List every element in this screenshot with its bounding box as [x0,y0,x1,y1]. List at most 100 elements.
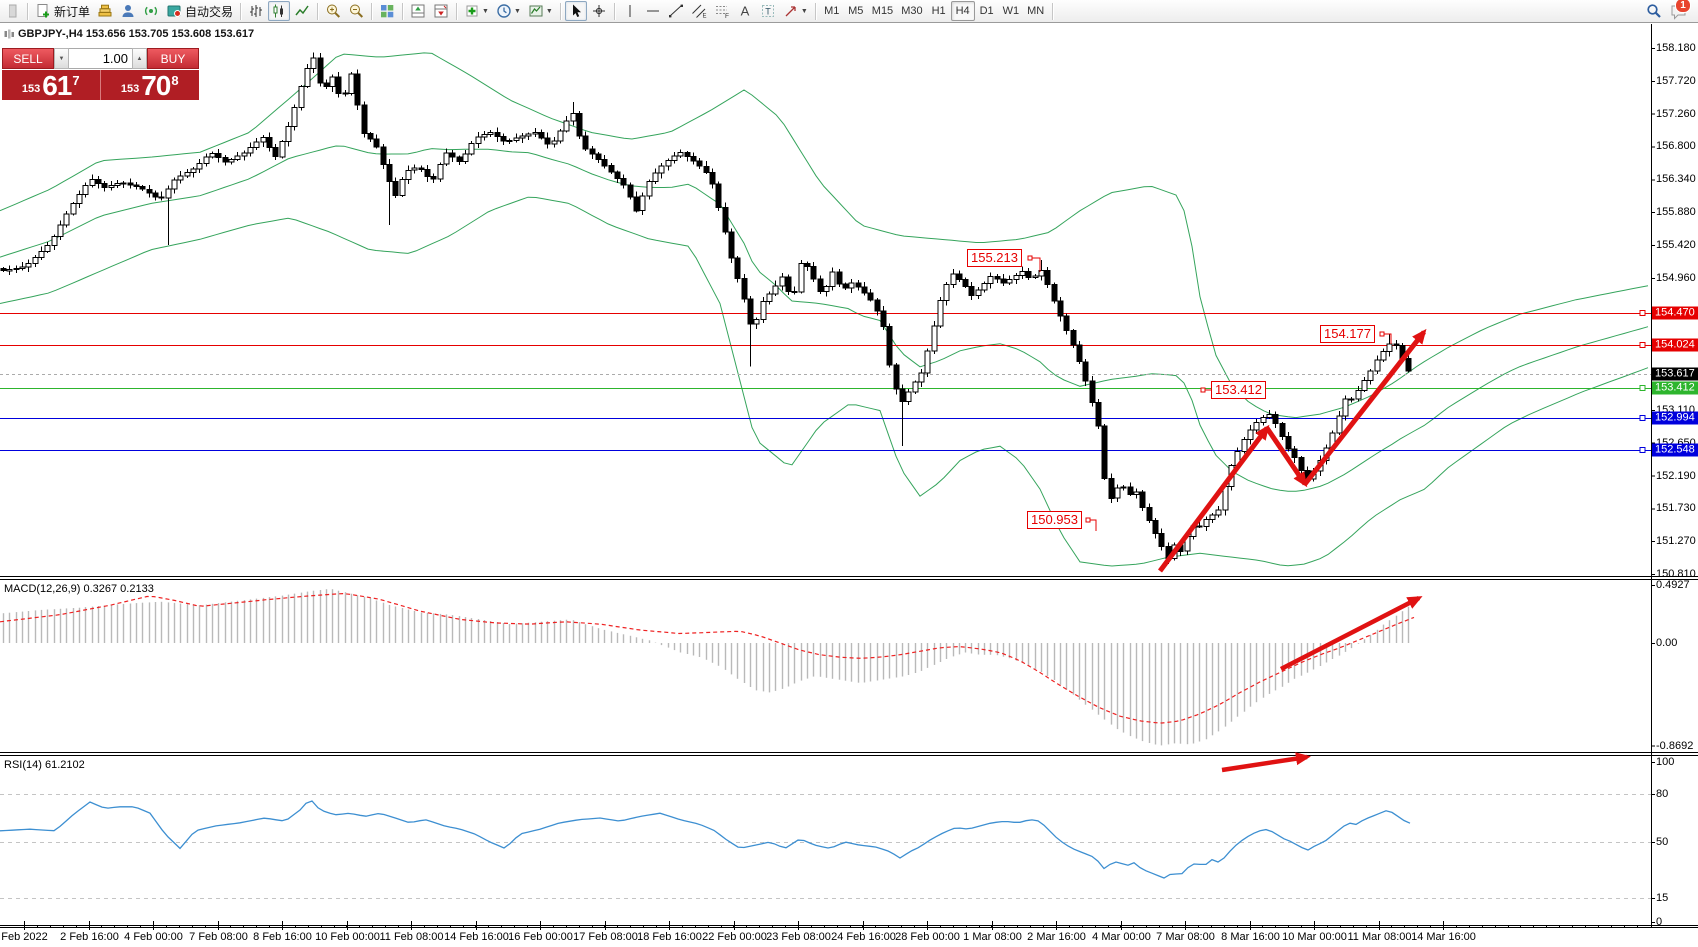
chevron-down-icon: ▼ [545,7,553,15]
price-callout-154.177[interactable]: 154.177 [1320,325,1375,343]
autotrade-button[interactable]: 自动交易 [163,1,236,21]
sell-button[interactable]: SELL [2,48,54,69]
clipped-edge-icon [2,1,23,21]
time-axis-label: 7 Mar 08:00 [1156,931,1215,943]
time-axis-label: 2 Mar 16:00 [1027,931,1086,943]
symbol-ohlc-text: GBPJPY-,H4 153.656 153.705 153.608 153.6… [18,28,255,40]
gold-bars-button[interactable] [94,1,116,21]
candlestick-chart-button[interactable] [268,1,291,21]
time-axis-label: 22 Feb 00:00 [702,931,767,943]
toolbar-separator [1052,2,1054,20]
autotrade-label: 自动交易 [185,4,234,19]
volume-decrease-button[interactable]: ▼ [54,48,69,69]
add-indicator-button[interactable]: ▼ [461,1,492,21]
indicator-window-down-button[interactable] [430,1,452,21]
price-callout-155.213[interactable]: 155.213 [967,249,1022,267]
zoom-in-icon [327,4,341,18]
timeframe-mn-button[interactable]: MN [1027,5,1045,17]
cursor-button[interactable] [564,1,587,21]
macd-axis-value: 0.4927 [1656,578,1690,591]
bar-chart-button[interactable] [245,1,267,21]
trend-arrow-rsi [1221,752,1311,773]
volume-increase-button[interactable]: ▲ [132,48,147,69]
text-button[interactable]: A [734,1,756,21]
toolbar-right-group: 1 [1642,0,1696,21]
time-axis-label: 18 Feb 16:00 [637,931,702,943]
fibonacci-button[interactable]: F [711,1,733,21]
horizontal-line-button[interactable] [642,1,664,21]
bid-pip-digit: 7 [72,73,80,88]
search-button[interactable] [1642,1,1666,21]
time-axis-label: 16 Feb 00:00 [508,931,573,943]
symbol-header: GBPJPY-,H4 153.656 153.705 153.608 153.6… [4,28,254,40]
autotrade-icon [166,3,182,19]
svg-text:E: E [702,14,706,20]
equidistant-channel-button[interactable]: E [688,1,710,21]
bid-price[interactable]: 153 61 7 [2,70,101,100]
toolbar-separator [317,2,319,20]
cursor-icon [572,4,581,17]
ask-small-digits: 153 [120,83,140,95]
tile-windows-button[interactable] [376,1,398,21]
timeframe-m5-button[interactable]: M5 [848,5,864,17]
toolbar-separator [27,2,28,20]
bid-small-digits: 153 [21,83,41,95]
user-button[interactable] [117,1,139,21]
rsi-axis-value: 80 [1656,788,1669,800]
bar-chart-icon [250,5,263,17]
zoom-in-button[interactable] [322,1,344,21]
template-button[interactable]: ▼ [525,1,556,21]
one-click-trading-panel: SELL ▼ 1.00 ▲ BUY 153 61 7 153 70 8 [2,48,199,100]
ask-price[interactable]: 153 70 8 [101,70,200,100]
crosshair-button[interactable] [588,1,610,21]
bid-big-digits: 61 [42,70,72,101]
price-axis-tick: 157.260 [1656,107,1696,120]
price-callout-150.953[interactable]: 150.953 [1027,511,1082,529]
text-label-button[interactable]: T [757,1,779,21]
svg-text:T: T [765,7,771,17]
pane-arrow-down-icon [434,4,448,18]
volume-field[interactable]: 1.00 [69,48,132,69]
timeframe-h4-button[interactable]: H4 [950,1,975,21]
arrows-button[interactable]: ▼ [780,1,811,21]
price-line-chip: 154.024 [1652,338,1698,352]
rsi-axis-value: 50 [1656,836,1669,848]
timeframe-h1-button[interactable]: H1 [931,5,946,17]
timeframe-m15-button[interactable]: M15 [871,5,894,17]
time-axis-label: 2 Feb 16:00 [60,931,119,943]
bollinger-middle [0,145,1649,492]
new-order-button[interactable]: 新订单 [32,1,93,21]
timeframe-m1-button[interactable]: M1 [824,5,840,17]
line-chart-button[interactable] [291,1,313,21]
timeframe-m30-button[interactable]: M30 [901,5,923,17]
search-icon [1647,4,1661,18]
time-axis-label: 7 Feb 08:00 [189,931,248,943]
rsi-axis-value: 15 [1656,892,1669,904]
timeframe-w1-button[interactable]: W1 [1002,5,1020,17]
trend-arrow-price [1157,424,1270,573]
signal-icon [145,6,158,16]
time-axis-label: 10 Mar 00:00 [1282,931,1347,943]
timeframe-d1-button[interactable]: D1 [979,5,994,17]
time-axis-label: 17 Feb 08:00 [573,931,638,943]
vertical-line-icon [629,5,631,17]
trend-arrow-price [1303,328,1427,486]
rsi-label: RSI(14) 61.2102 [4,759,85,771]
buy-button[interactable]: BUY [147,48,199,69]
chat-button[interactable]: 1 [1666,0,1692,21]
toolbar-separator [559,2,561,20]
signal-button[interactable] [140,1,162,21]
indicator-window-up-button[interactable] [407,1,429,21]
period-button[interactable]: ▼ [493,1,524,21]
vertical-line-button[interactable] [619,1,641,21]
time-axis-label: 28 Feb 00:00 [895,931,960,943]
trendline-button[interactable] [665,1,687,21]
price-callout-153.412[interactable]: 153.412 [1211,381,1266,399]
macd-axis-value: 0.00 [1656,637,1678,649]
toolbar-separator [613,2,615,20]
timeframe-bar: M1 M5 M15 M30 H1 H4 D1 W1 MN [820,1,1048,21]
arrows-icon [785,6,796,17]
zoom-out-button[interactable] [345,1,367,21]
rsi-axis-value: 0 [1656,916,1663,928]
